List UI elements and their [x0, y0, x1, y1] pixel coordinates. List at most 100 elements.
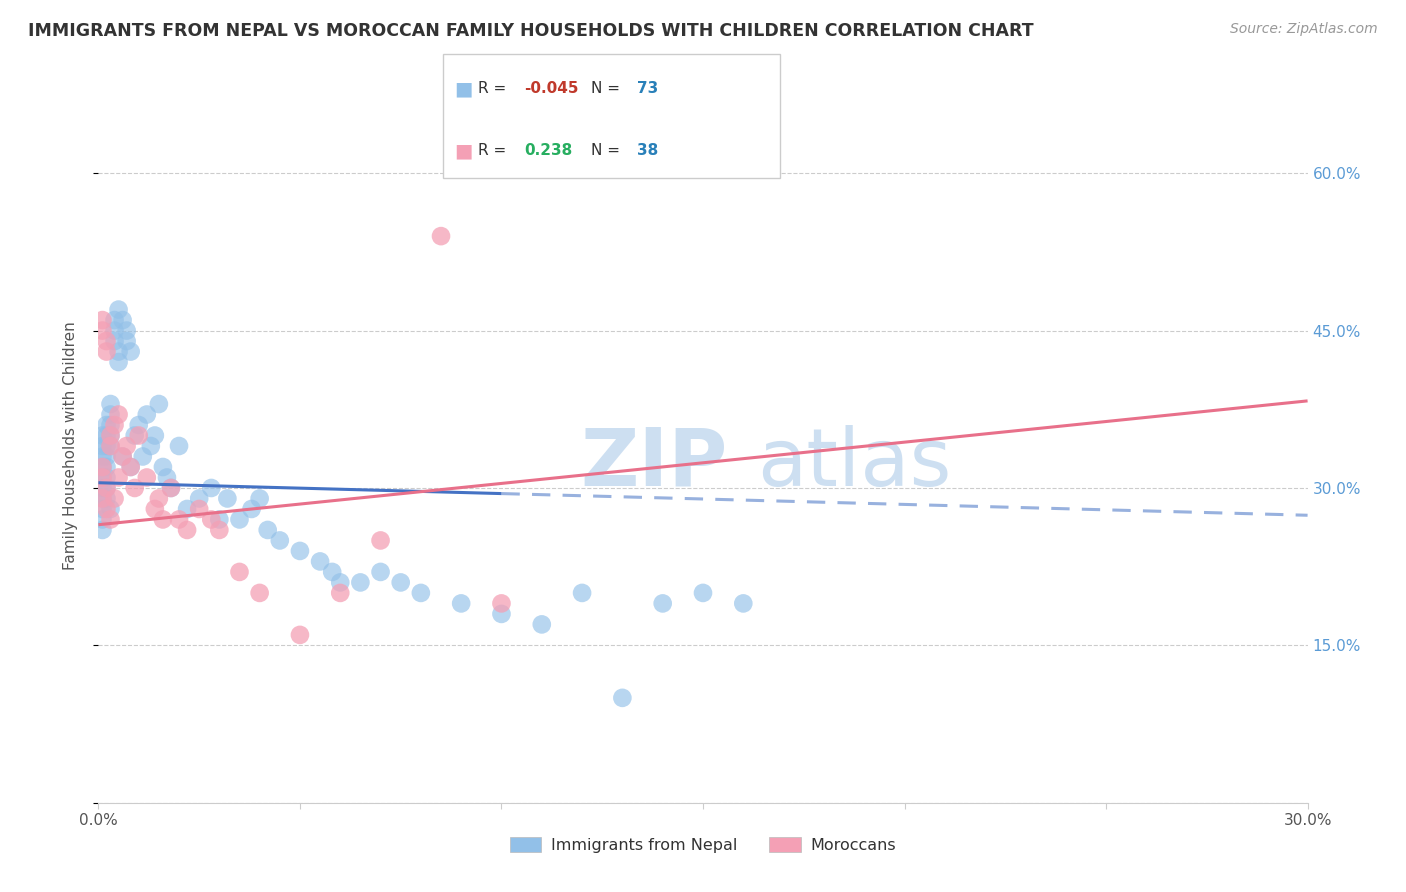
Point: [91, 491, 114, 506]
Point: [135, 408, 157, 422]
Point: [208, 523, 231, 537]
Point: [91, 481, 114, 495]
Point: [128, 428, 150, 442]
Text: ZIP: ZIP: [579, 425, 727, 503]
Point: [100, 512, 122, 526]
Point: [96, 334, 118, 348]
Point: [143, 502, 166, 516]
Point: [409, 586, 432, 600]
Text: N =: N =: [591, 81, 624, 96]
Point: [156, 470, 179, 484]
Point: [124, 428, 146, 442]
Text: IMMIGRANTS FROM NEPAL VS MOROCCAN FAMILY HOUSEHOLDS WITH CHILDREN CORRELATION CH: IMMIGRANTS FROM NEPAL VS MOROCCAN FAMILY…: [28, 22, 1033, 40]
Text: R =: R =: [478, 144, 512, 159]
Point: [167, 512, 190, 526]
Point: [256, 523, 278, 537]
Point: [91, 502, 114, 516]
Point: [91, 470, 114, 484]
Point: [329, 586, 352, 600]
Text: 73: 73: [637, 81, 658, 96]
Text: ■: ■: [454, 142, 472, 161]
Point: [103, 417, 125, 432]
Point: [148, 397, 170, 411]
Point: [100, 428, 122, 442]
Point: [91, 439, 114, 453]
Point: [167, 439, 190, 453]
Point: [91, 470, 114, 484]
Text: 0.238: 0.238: [524, 144, 572, 159]
Point: [120, 460, 142, 475]
Point: [139, 439, 162, 453]
Point: [240, 502, 263, 516]
Point: [100, 397, 122, 411]
Point: [96, 439, 118, 453]
Point: [100, 428, 122, 442]
Point: [176, 502, 198, 516]
Y-axis label: Family Households with Children: Family Households with Children: [63, 322, 77, 570]
Point: [115, 439, 138, 453]
Point: [135, 470, 157, 484]
Text: atlas: atlas: [758, 425, 952, 503]
Point: [91, 491, 114, 506]
Point: [96, 417, 118, 432]
Point: [120, 344, 142, 359]
Point: [288, 628, 311, 642]
Point: [228, 512, 250, 526]
Point: [733, 596, 755, 610]
Point: [115, 334, 138, 348]
Point: [128, 417, 150, 432]
Point: [370, 533, 392, 548]
Point: [143, 428, 166, 442]
Point: [100, 439, 122, 453]
Point: [100, 408, 122, 422]
Point: [96, 460, 118, 475]
Point: [612, 690, 634, 705]
Point: [152, 512, 174, 526]
Point: [120, 460, 142, 475]
Point: [571, 586, 593, 600]
Point: [111, 313, 134, 327]
Point: [491, 607, 513, 621]
Point: [96, 481, 118, 495]
Point: [389, 575, 412, 590]
Point: [160, 481, 183, 495]
Point: [152, 460, 174, 475]
Point: [115, 324, 138, 338]
Point: [96, 502, 118, 516]
Point: [107, 408, 129, 422]
Point: [91, 450, 114, 464]
Point: [100, 439, 122, 453]
Point: [132, 450, 155, 464]
Point: [107, 302, 129, 317]
Legend: Immigrants from Nepal, Moroccans: Immigrants from Nepal, Moroccans: [503, 830, 903, 859]
Point: [160, 481, 183, 495]
Point: [269, 533, 291, 548]
Point: [530, 617, 553, 632]
Point: [91, 512, 114, 526]
Point: [100, 417, 122, 432]
Text: R =: R =: [478, 81, 512, 96]
Point: [370, 565, 392, 579]
Text: ■: ■: [454, 79, 472, 98]
Point: [103, 313, 125, 327]
Point: [188, 491, 211, 506]
Point: [103, 491, 125, 506]
Point: [309, 554, 332, 568]
Point: [124, 481, 146, 495]
Point: [491, 596, 513, 610]
Point: [91, 460, 114, 475]
Text: -0.045: -0.045: [524, 81, 579, 96]
Point: [249, 491, 271, 506]
Point: [217, 491, 239, 506]
Point: [321, 565, 343, 579]
Point: [450, 596, 472, 610]
Point: [91, 523, 114, 537]
Point: [249, 586, 271, 600]
Point: [91, 428, 114, 442]
Point: [208, 512, 231, 526]
Point: [91, 324, 114, 338]
Point: [103, 334, 125, 348]
Point: [91, 460, 114, 475]
Point: [100, 502, 122, 516]
Point: [430, 229, 453, 244]
